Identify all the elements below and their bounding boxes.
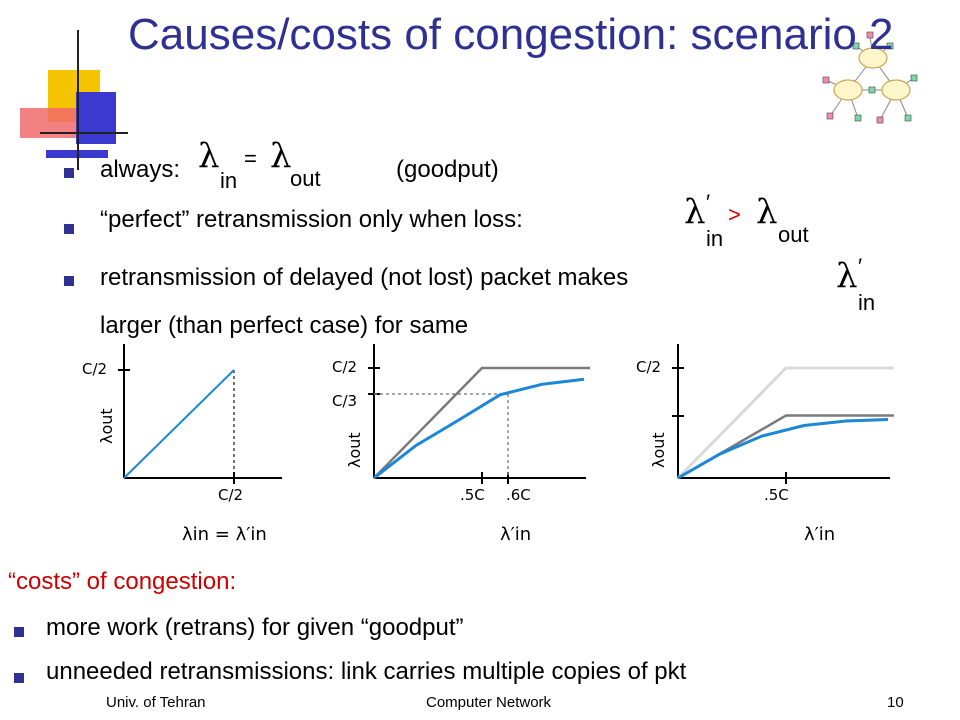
footer-page-number: 10 bbox=[887, 694, 904, 711]
subscript-in: in bbox=[706, 226, 724, 251]
y-tick-label: C/2 bbox=[332, 358, 357, 376]
bullet-delayed-retransmission-line1: retransmission of delayed (not lost) pac… bbox=[100, 264, 629, 291]
bullet-delayed-retransmission-line2: larger (than perfect case) for same bbox=[100, 312, 469, 339]
bullet-marker bbox=[64, 276, 74, 286]
bullet-always-text: always: bbox=[100, 156, 181, 183]
logo-blue-square bbox=[76, 92, 116, 144]
x-tick-label: .6C bbox=[506, 486, 531, 504]
footer-institution: Univ. of Tehran bbox=[106, 694, 206, 711]
y-axis-label: λout bbox=[345, 432, 364, 468]
lambda-symbol: λ bbox=[270, 136, 292, 176]
costs-heading: “costs” of congestion: bbox=[8, 568, 237, 595]
series-line-goodput bbox=[373, 377, 585, 480]
series-line-goodput bbox=[677, 418, 889, 480]
series-line-capacity bbox=[676, 366, 894, 480]
x-axis-label: λ′in bbox=[500, 524, 531, 545]
lambda-symbol: λ bbox=[836, 256, 858, 296]
network-clipart-icon bbox=[822, 31, 918, 124]
subscript-out: out bbox=[778, 222, 809, 247]
x-axis-label: λin = λ′in bbox=[182, 524, 267, 545]
lambda-symbol: λ bbox=[684, 192, 706, 232]
y-tick-label: C/3 bbox=[332, 392, 357, 410]
logo-decoration bbox=[0, 0, 128, 170]
y-tick-label: C/2 bbox=[636, 358, 661, 376]
footer-course: Computer Network bbox=[426, 694, 552, 711]
lambda-symbol: λ bbox=[756, 192, 778, 232]
lambda-in-prime-gt-lambda-out: λ ′ in > λ out bbox=[684, 190, 844, 252]
bullet-marker bbox=[64, 168, 74, 178]
subscript-out: out bbox=[290, 166, 321, 191]
costs-item-more-work: more work (retrans) for given “goodput” bbox=[46, 614, 464, 641]
series-line bbox=[123, 369, 235, 479]
x-tick-label: .5C bbox=[764, 486, 789, 504]
y-axis-label: λout bbox=[97, 408, 116, 444]
page-title: Causes/costs of congestion: scenario 2 bbox=[128, 10, 894, 59]
subscript-in: in bbox=[858, 290, 876, 315]
prime-mark: ′ bbox=[706, 190, 711, 215]
x-axis-label: λ′in bbox=[804, 524, 835, 545]
equals-sign: = bbox=[244, 146, 257, 171]
lambda-in-prime: λ ′ in bbox=[836, 254, 896, 316]
goodput-note: (goodput) bbox=[396, 156, 499, 183]
greater-than-sign: > bbox=[728, 202, 741, 227]
y-tick-label: C/2 bbox=[82, 360, 107, 378]
chart-ideal-throughput: C/2 C/2 λout λin = λ′in bbox=[82, 344, 282, 545]
bullet-marker bbox=[14, 673, 24, 683]
bullet-perfect-retransmission-text: “perfect” retransmission only when loss: bbox=[100, 206, 523, 233]
series-line-capacity bbox=[373, 366, 590, 479]
logo-vertical-line bbox=[77, 30, 79, 170]
prime-mark: ′ bbox=[858, 254, 863, 279]
lambda-in-equals-lambda-out: λ in = λ out bbox=[198, 136, 368, 193]
lambda-symbol: λ bbox=[198, 136, 220, 176]
subscript-in: in bbox=[220, 168, 238, 193]
costs-item-unneeded-retransmissions: unneeded retransmissions: link carries m… bbox=[46, 658, 687, 685]
x-tick-label: .5C bbox=[460, 486, 485, 504]
chart-unneeded-retransmission: C/2 .5C λout λ′in bbox=[636, 344, 894, 545]
bullet-marker bbox=[14, 627, 24, 637]
logo-horizontal-line bbox=[40, 132, 128, 134]
chart-retransmission-delayed: C/2 C/3 .5C .6C λout λ′in bbox=[332, 344, 590, 545]
bullet-marker bbox=[64, 224, 74, 234]
x-tick-label: C/2 bbox=[218, 486, 243, 504]
y-axis-label: λout bbox=[649, 432, 668, 468]
